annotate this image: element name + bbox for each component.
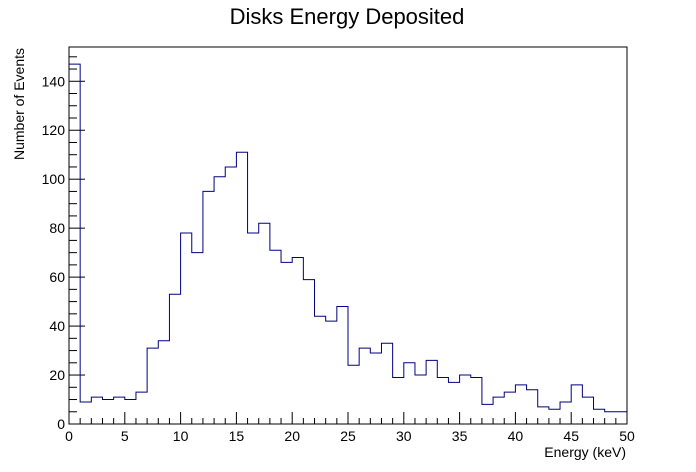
y-tick-label: 80 bbox=[49, 220, 65, 236]
histogram-bin bbox=[102, 400, 113, 424]
histogram-bin bbox=[259, 223, 270, 424]
y-tick-label: 0 bbox=[57, 416, 65, 432]
histogram-bin bbox=[158, 341, 169, 424]
histogram-bin bbox=[348, 365, 359, 424]
histogram-bin bbox=[370, 353, 381, 424]
histogram-bin bbox=[426, 360, 437, 424]
histogram-bin bbox=[203, 191, 214, 424]
histogram-bin bbox=[448, 382, 459, 424]
histogram-bin bbox=[460, 375, 471, 424]
x-tick-label: 40 bbox=[508, 428, 524, 444]
histogram-bin bbox=[605, 412, 616, 424]
y-tick-label: 140 bbox=[42, 73, 66, 89]
histogram-bin bbox=[359, 348, 370, 424]
histogram-bin bbox=[303, 280, 314, 424]
histogram-bin bbox=[136, 392, 147, 424]
histogram-bin bbox=[147, 348, 158, 424]
x-tick-label: 20 bbox=[284, 428, 300, 444]
histogram-bin bbox=[527, 390, 538, 424]
histogram-bin bbox=[169, 294, 180, 424]
histogram-bin bbox=[248, 233, 259, 424]
histogram-bin bbox=[192, 253, 203, 424]
x-tick-label: 0 bbox=[65, 428, 73, 444]
x-tick-label: 5 bbox=[121, 428, 129, 444]
y-tick-label: 20 bbox=[49, 367, 65, 383]
histogram-bin bbox=[326, 321, 337, 424]
histogram-bin bbox=[270, 250, 281, 424]
x-tick-label: 45 bbox=[563, 428, 579, 444]
histogram-bins bbox=[69, 64, 627, 424]
axis-tick-labels: 0 5 10 15 20 25 30 35 40 45 50 0 20 40 60 80 100 120 140 bbox=[42, 73, 635, 444]
histogram-bin bbox=[560, 402, 571, 424]
histogram-bin bbox=[236, 152, 247, 424]
y-tick-label: 40 bbox=[49, 318, 65, 334]
histogram-bin bbox=[504, 392, 515, 424]
histogram-bin bbox=[437, 377, 448, 424]
histogram-bin bbox=[337, 306, 348, 424]
histogram-bin bbox=[114, 397, 125, 424]
histogram-bin bbox=[181, 233, 192, 424]
histogram-bin bbox=[315, 316, 326, 424]
x-axis-title: Energy (keV) bbox=[544, 444, 626, 460]
histogram-bin bbox=[515, 385, 526, 424]
histogram-bin bbox=[292, 258, 303, 424]
histogram-bin bbox=[482, 404, 493, 424]
histogram-outline bbox=[68, 63, 628, 424]
histogram-bin bbox=[616, 412, 627, 424]
plot-frame bbox=[68, 46, 628, 425]
histogram-bin bbox=[404, 363, 415, 424]
x-tick-label: 50 bbox=[619, 428, 635, 444]
y-tick-label: 120 bbox=[42, 122, 66, 138]
histogram-bin bbox=[381, 343, 392, 424]
histogram-bin bbox=[415, 375, 426, 424]
histogram-bin bbox=[594, 409, 605, 424]
x-tick-label: 15 bbox=[229, 428, 245, 444]
histogram-bin bbox=[225, 167, 236, 424]
histogram-bin bbox=[493, 397, 504, 424]
histogram-bin bbox=[538, 407, 549, 424]
histogram-bin bbox=[549, 409, 560, 424]
x-tick-label: 35 bbox=[452, 428, 468, 444]
histogram-bin bbox=[582, 397, 593, 424]
x-tick-label: 25 bbox=[340, 428, 356, 444]
y-tick-label: 60 bbox=[49, 269, 65, 285]
histogram-bin bbox=[471, 377, 482, 424]
axis-ticks bbox=[68, 56, 628, 425]
histogram-bin bbox=[80, 402, 91, 424]
y-tick-label: 100 bbox=[42, 171, 66, 187]
y-axis-title: Number of Events bbox=[11, 48, 27, 160]
histogram-bin bbox=[214, 177, 225, 424]
histogram-bin bbox=[281, 262, 292, 424]
histogram-bin bbox=[125, 400, 136, 424]
x-tick-label: 30 bbox=[396, 428, 412, 444]
histogram-bin bbox=[393, 377, 404, 424]
x-tick-label: 10 bbox=[173, 428, 189, 444]
chart-title: Disks Energy Deposited bbox=[230, 4, 465, 29]
histogram-bin bbox=[91, 397, 102, 424]
histogram-bin bbox=[571, 385, 582, 424]
